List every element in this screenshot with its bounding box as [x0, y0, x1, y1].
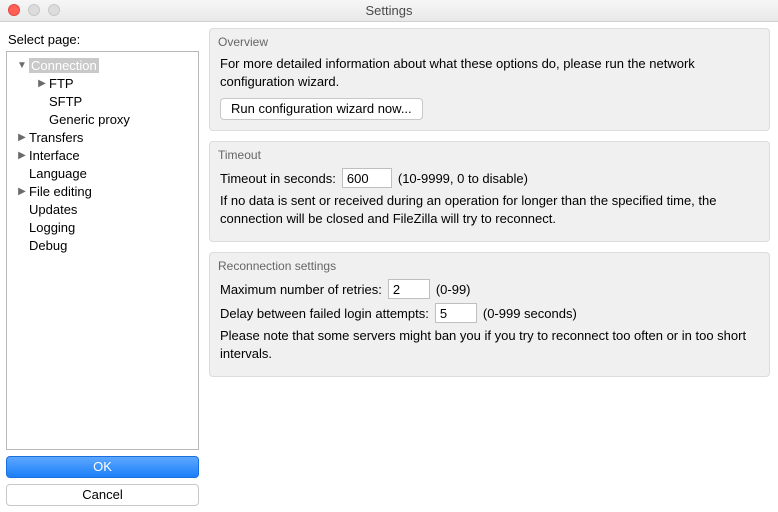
run-wizard-button[interactable]: Run configuration wizard now...	[220, 98, 423, 120]
sidebar: Select page: ▼Connection▶FTP▶SFTP▶Generi…	[0, 22, 205, 512]
timeout-label: Timeout in seconds:	[220, 171, 336, 186]
timeout-group: Timeout Timeout in seconds: (10-9999, 0 …	[209, 141, 770, 242]
content: Select page: ▼Connection▶FTP▶SFTP▶Generi…	[0, 22, 778, 512]
chevron-right-icon[interactable]: ▶	[17, 132, 27, 143]
window-title: Settings	[366, 3, 413, 18]
overview-text: For more detailed information about what…	[220, 55, 759, 90]
tree-item-label: Connection	[29, 58, 99, 73]
retries-field-row: Maximum number of retries: (0-99)	[220, 279, 759, 299]
tree-item-label: SFTP	[49, 94, 82, 109]
timeout-input[interactable]	[342, 168, 392, 188]
timeout-hint: (10-9999, 0 to disable)	[398, 171, 528, 186]
overview-group: Overview For more detailed information a…	[209, 28, 770, 131]
ok-button[interactable]: OK	[6, 456, 199, 478]
tree-item-label: Generic proxy	[49, 112, 130, 127]
window-controls	[8, 4, 60, 16]
chevron-right-icon[interactable]: ▶	[17, 186, 27, 197]
maximize-icon	[48, 4, 60, 16]
chevron-right-icon[interactable]: ▶	[17, 150, 27, 161]
page-tree[interactable]: ▼Connection▶FTP▶SFTP▶Generic proxy▶Trans…	[6, 51, 199, 450]
cancel-button[interactable]: Cancel	[6, 484, 199, 506]
reconnect-group: Reconnection settings Maximum number of …	[209, 252, 770, 377]
titlebar: Settings	[0, 0, 778, 22]
timeout-title: Timeout	[218, 148, 759, 162]
tree-item-connection[interactable]: ▼Connection	[7, 56, 198, 74]
tree-item-label: Debug	[29, 238, 67, 253]
tree-item-updates[interactable]: ▶Updates	[7, 200, 198, 218]
retries-input[interactable]	[388, 279, 430, 299]
tree-item-label: Logging	[29, 220, 75, 235]
tree-item-debug[interactable]: ▶Debug	[7, 236, 198, 254]
tree-item-label: File editing	[29, 184, 92, 199]
retries-hint: (0-99)	[436, 282, 471, 297]
tree-item-ftp[interactable]: ▶FTP	[7, 74, 198, 92]
tree-item-file-editing[interactable]: ▶File editing	[7, 182, 198, 200]
tree-item-sftp[interactable]: ▶SFTP	[7, 92, 198, 110]
tree-item-label: Transfers	[29, 130, 83, 145]
sidebar-buttons: OK Cancel	[6, 456, 199, 506]
timeout-desc: If no data is sent or received during an…	[220, 192, 759, 227]
delay-input[interactable]	[435, 303, 477, 323]
tree-item-generic-proxy[interactable]: ▶Generic proxy	[7, 110, 198, 128]
sidebar-label: Select page:	[8, 32, 199, 47]
tree-item-label: FTP	[49, 76, 74, 91]
main-pane: Overview For more detailed information a…	[205, 22, 778, 512]
tree-item-transfers[interactable]: ▶Transfers	[7, 128, 198, 146]
tree-item-interface[interactable]: ▶Interface	[7, 146, 198, 164]
tree-item-label: Updates	[29, 202, 77, 217]
timeout-field-row: Timeout in seconds: (10-9999, 0 to disab…	[220, 168, 759, 188]
minimize-icon	[28, 4, 40, 16]
chevron-down-icon[interactable]: ▼	[17, 60, 27, 71]
reconnect-note: Please note that some servers might ban …	[220, 327, 759, 362]
delay-field-row: Delay between failed login attempts: (0-…	[220, 303, 759, 323]
tree-item-label: Language	[29, 166, 87, 181]
tree-item-label: Interface	[29, 148, 80, 163]
tree-item-language[interactable]: ▶Language	[7, 164, 198, 182]
retries-label: Maximum number of retries:	[220, 282, 382, 297]
close-icon[interactable]	[8, 4, 20, 16]
delay-label: Delay between failed login attempts:	[220, 306, 429, 321]
tree-item-logging[interactable]: ▶Logging	[7, 218, 198, 236]
chevron-right-icon[interactable]: ▶	[37, 78, 47, 89]
overview-title: Overview	[218, 35, 759, 49]
delay-hint: (0-999 seconds)	[483, 306, 577, 321]
reconnect-title: Reconnection settings	[218, 259, 759, 273]
